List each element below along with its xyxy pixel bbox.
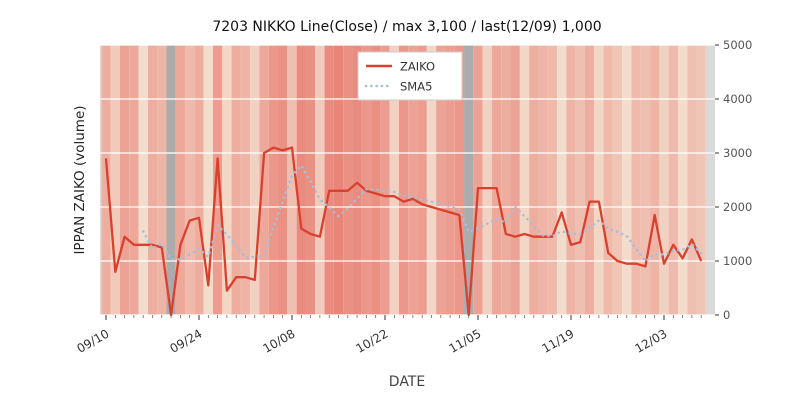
- zaiko-line: [104, 146, 703, 317]
- legend: ZAIKO SMA5: [357, 51, 463, 101]
- day-stripe: [622, 45, 632, 315]
- legend-box: [357, 51, 463, 101]
- day-stripe: [231, 45, 241, 315]
- day-stripe: [668, 45, 678, 315]
- day-stripe: [603, 45, 613, 315]
- day-stripe: [296, 45, 306, 315]
- day-stripe: [305, 45, 316, 315]
- x-tick-label: 09/24: [168, 326, 205, 355]
- day-stripe: [417, 45, 427, 315]
- plot-area: 09/10 09/24 10/08 10/22 11/05 11/19 12/03 0 1000…: [75, 38, 753, 356]
- day-stripe: [557, 45, 567, 315]
- y-tick-label: 1000: [723, 254, 752, 268]
- day-stripe: [538, 45, 548, 315]
- day-stripe: [333, 45, 344, 315]
- day-stripe: [687, 45, 697, 315]
- x-tick-label: 11/05: [447, 326, 484, 355]
- day-stripe: [473, 45, 483, 315]
- day-stripe: [677, 45, 688, 315]
- day-stripe: [343, 45, 353, 315]
- gray-day-stripe: [166, 45, 176, 315]
- day-stripe: [119, 45, 130, 315]
- x-tick-label: 10/08: [261, 326, 298, 355]
- day-stripe: [575, 45, 585, 315]
- day-stripe: [352, 45, 362, 315]
- sma5-line: [141, 164, 703, 263]
- x-axis-label: DATE: [389, 374, 425, 390]
- y-tick-label: 5000: [723, 38, 752, 52]
- day-stripe: [287, 45, 297, 315]
- day-stripe: [510, 45, 520, 315]
- right-edge-stripe: [705, 45, 715, 315]
- day-stripe: [566, 45, 576, 315]
- day-stripe: [650, 45, 660, 315]
- day-stripe: [547, 45, 558, 315]
- day-stripe: [659, 45, 669, 315]
- day-stripe: [584, 45, 595, 315]
- day-stripe: [631, 45, 641, 315]
- day-stripe: [482, 45, 492, 315]
- day-stripe: [138, 45, 148, 315]
- day-stripe: [222, 45, 232, 315]
- day-stripe: [101, 45, 111, 315]
- day-stripe: [250, 45, 260, 315]
- day-stripe: [361, 45, 372, 315]
- day-stripe: [529, 45, 539, 315]
- x-tick-label: 12/03: [633, 326, 670, 355]
- day-stripe: [380, 45, 390, 315]
- day-stripe: [426, 45, 437, 315]
- day-stripe: [640, 45, 651, 315]
- day-stripe: [324, 45, 334, 315]
- legend-sma5-label: SMA5: [400, 80, 432, 94]
- day-stripe: [194, 45, 204, 315]
- y-axis-label: IPPAN ZAIKO (volume): [72, 105, 88, 254]
- day-stripe: [203, 45, 213, 315]
- chart-title: 7203 NIKKO Line(Close) / max 3,100 / las…: [212, 19, 601, 35]
- day-stripe: [185, 45, 195, 315]
- legend-zaiko-label: ZAIKO: [400, 60, 435, 74]
- left-edge-stripe: [100, 45, 102, 315]
- day-stripe: [175, 45, 186, 315]
- x-tick-label: 11/19: [540, 326, 577, 355]
- day-stripe: [398, 45, 409, 315]
- day-stripe: [454, 45, 465, 315]
- day-stripe: [240, 45, 251, 315]
- day-stripe: [259, 45, 269, 315]
- day-stripe: [147, 45, 158, 315]
- day-stripe: [436, 45, 446, 315]
- day-stripe: [389, 45, 399, 315]
- day-stripe: [612, 45, 623, 315]
- day-stripe: [491, 45, 502, 315]
- x-tick-label: 10/22: [354, 326, 391, 355]
- day-stripe: [696, 45, 706, 315]
- day-stripe: [501, 45, 511, 315]
- y-tick-label: 2000: [723, 200, 752, 214]
- day-stripe: [129, 45, 139, 315]
- day-stripe: [594, 45, 604, 315]
- day-stripe: [371, 45, 381, 315]
- y-tick-label: 4000: [723, 92, 752, 106]
- day-stripe: [110, 45, 120, 315]
- day-stripe: [408, 45, 418, 315]
- y-tick-label: 3000: [723, 146, 752, 160]
- day-stripe: [278, 45, 288, 315]
- day-stripe: [315, 45, 325, 315]
- day-stripe: [519, 45, 530, 315]
- day-stripe: [268, 45, 279, 315]
- x-tick-label: 09/10: [75, 326, 112, 355]
- day-stripe: [445, 45, 455, 315]
- gray-day-stripe: [464, 45, 474, 315]
- y-tick-label: 0: [723, 308, 730, 322]
- day-stripe: [157, 45, 167, 315]
- day-stripe: [212, 45, 223, 315]
